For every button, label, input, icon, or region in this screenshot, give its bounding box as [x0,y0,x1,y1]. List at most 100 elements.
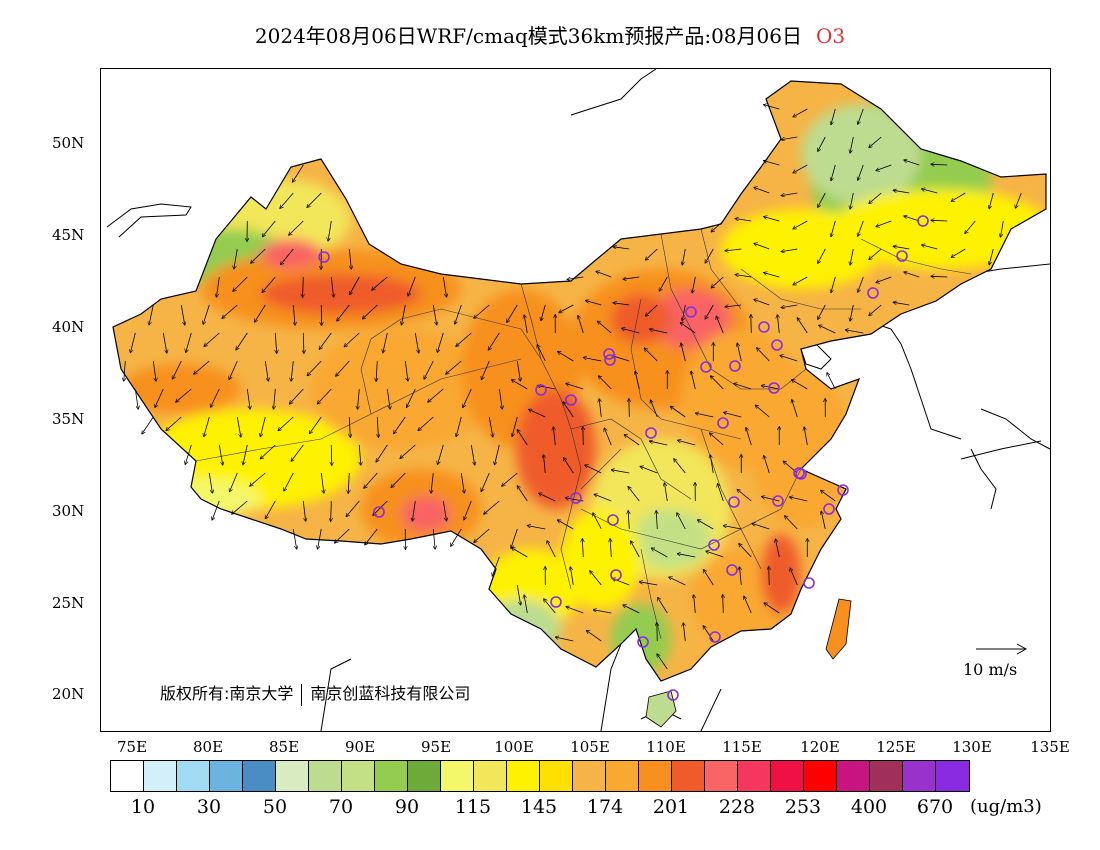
wind-arrow [250,472,266,486]
lon-label-95e: 95E [420,738,452,756]
wind-arrow [931,276,948,277]
wind-arrow [376,360,377,381]
city-marker [771,339,783,351]
wind-arrow [373,500,388,515]
wind-arrow [604,428,612,446]
colorbar-cell [573,761,606,791]
wind-arrow [162,332,167,353]
wind-scale-arrow-icon [976,643,1028,655]
wind-arrow [656,511,657,530]
wind-arrow [931,220,948,221]
wind-arrow [710,455,714,474]
wind-arrow [194,360,210,374]
wind-arrow [831,164,836,180]
wind-arrow [512,548,528,558]
wind-arrow [752,524,770,530]
wind-arrow [412,500,416,521]
city-marker [729,360,741,372]
wind-arrow [904,160,920,166]
colorbar-cell [837,761,870,791]
wind-arrow [965,220,976,233]
wind-arrow [782,192,798,196]
wind-arrow [349,416,350,437]
wind-arrow [328,220,332,241]
wind-arrow [558,520,574,530]
wind-arrow [869,248,882,259]
colorbar-label: 30 [196,796,222,818]
wind-arrow [724,413,742,418]
wind-arrow [489,332,500,350]
wind-arrow [594,610,612,614]
wind-arrow [989,192,994,209]
wind-arrow [678,554,696,558]
city-marker [709,631,721,643]
wind-arrow [208,472,212,493]
lon-label-105e: 105E [570,738,610,756]
copyright-company: 南京创蓝科技有限公司 [310,684,471,703]
wind-arrow [737,490,752,502]
colorbar-label: 201 [652,796,690,818]
wind-arrow [711,276,724,288]
wind-arrow [831,220,836,236]
lat-label-25n: 25N [52,594,85,612]
wind-arrow [705,304,714,319]
wind-arrow [456,332,472,346]
wind-arrow [516,360,520,381]
wind-arrow [424,360,434,379]
wind-arrow [251,248,266,263]
wind-arrow [303,276,304,297]
wind-arrow [790,497,808,502]
wind-arrow [394,416,406,433]
wind-arrow [408,276,416,296]
city-marker [603,348,615,360]
colorbar-cell [936,761,969,791]
wind-arrow [524,595,528,614]
wind-arrow [377,416,378,437]
wind-arrow [488,416,493,437]
colorbar-label: 253 [784,796,822,818]
wind-arrow [681,344,686,362]
wind-arrow [782,304,798,308]
wind-arrow [391,472,406,487]
wind-arrow [640,582,658,586]
wind-arrow [346,500,360,516]
wind-arrows [124,105,1022,670]
wind-arrow [291,444,304,461]
wind-arrow [556,637,574,642]
title-text: 2024年08月06日WRF/cmaq模式36km预报产品:08月06日 [254,24,802,48]
wind-arrow [710,433,724,446]
wind-arrow [762,386,780,390]
wind-arrow [922,245,938,250]
lat-label-45n: 45N [52,226,85,244]
wind-arrow [559,304,574,313]
wind-arrow [769,567,770,586]
wind-arrow [319,332,332,349]
wind-arrow [831,276,836,292]
wind-arrow [176,388,192,402]
wind-arrow [233,276,248,291]
wind-arrow [698,520,714,530]
wind-arrow [858,108,864,124]
colorbar-cell [771,761,804,791]
wind-arrow [764,161,780,166]
wind-arrow [599,376,612,390]
wind-arrow [754,300,770,306]
wind-arrow [230,472,238,492]
wind-arrow [124,360,125,381]
wind-scale-label: 10 m/s [963,660,1018,679]
wind-arrow [570,567,574,586]
wind-arrow [335,528,350,543]
wind-arrow [754,188,770,194]
wind-arrow [537,345,546,362]
wind-arrow [260,416,266,436]
wind-arrow [623,276,640,279]
colorbar-cell [210,761,243,791]
wind-arrow [764,105,780,110]
wind-arrow [291,360,294,381]
wind-arrow [818,248,826,263]
wind-arrow [284,472,294,491]
city-marker [667,689,679,701]
wind-arrow [792,380,808,390]
wind-arrow [612,470,630,474]
wind-arrow [404,360,408,381]
